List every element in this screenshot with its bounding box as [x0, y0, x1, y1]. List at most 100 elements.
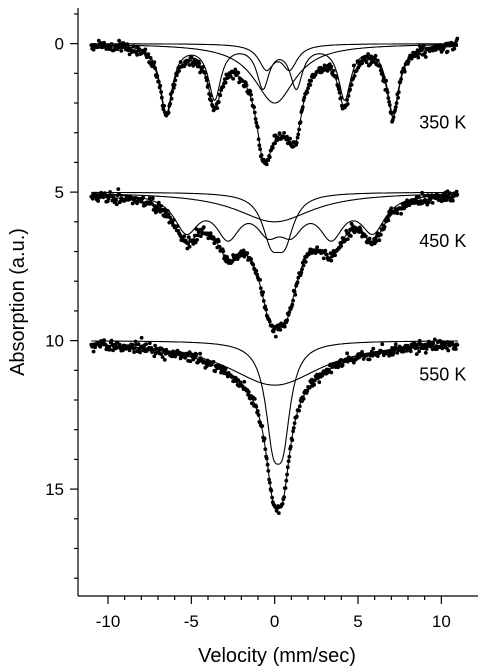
- data-point: [331, 68, 336, 73]
- data-point: [334, 76, 339, 80]
- data-point: [337, 90, 342, 95]
- data-point: [294, 414, 299, 419]
- data-point: [278, 328, 283, 332]
- data-point: [201, 65, 206, 69]
- data-point: [242, 379, 247, 384]
- data-point: [295, 280, 300, 284]
- data-point: [360, 61, 364, 66]
- data-point: [198, 351, 203, 356]
- data-point: [216, 239, 221, 244]
- data-point: [256, 137, 261, 142]
- data-point: [194, 352, 199, 357]
- data-point: [455, 192, 460, 197]
- total-fit-line: [91, 344, 458, 510]
- temperature-label: 450 K: [419, 231, 466, 251]
- data-point: [252, 397, 257, 401]
- data-point: [378, 68, 383, 73]
- data-point: [263, 447, 268, 451]
- data-point: [166, 212, 171, 217]
- data-point: [349, 82, 354, 87]
- data-point: [116, 187, 121, 192]
- data-point: [270, 495, 274, 500]
- data-point: [381, 353, 386, 358]
- data-point: [153, 343, 158, 348]
- data-point: [455, 36, 460, 41]
- data-point: [175, 224, 180, 228]
- data-point: [454, 189, 459, 194]
- data-point: [283, 486, 288, 490]
- temperature-label: 350 K: [419, 112, 466, 132]
- data-point: [345, 237, 350, 242]
- data-point: [435, 193, 440, 198]
- data-point: [329, 64, 334, 69]
- data-point: [414, 352, 419, 356]
- data-point: [345, 351, 349, 356]
- data-point: [171, 86, 176, 90]
- data-point: [158, 83, 163, 88]
- data-point: [432, 337, 437, 342]
- data-point: [417, 349, 421, 354]
- data-point: [306, 86, 310, 91]
- data-point: [159, 95, 164, 100]
- data-point: [340, 363, 345, 368]
- data-point: [242, 254, 247, 259]
- data-point: [109, 42, 114, 46]
- data-point: [285, 134, 289, 139]
- data-point: [348, 87, 352, 92]
- data-point: [139, 200, 144, 204]
- data-point: [117, 38, 121, 43]
- data-point: [223, 80, 228, 85]
- data-point: [251, 262, 256, 267]
- data-point: [297, 408, 301, 413]
- data-point: [406, 59, 411, 64]
- data-point: [282, 495, 286, 500]
- data-point: [291, 426, 296, 430]
- data-point: [446, 348, 451, 353]
- data-point: [391, 115, 396, 119]
- data-point: [264, 307, 268, 312]
- component-line: [91, 43, 458, 72]
- total-fit-line: [91, 195, 459, 329]
- x-tick-label: 5: [353, 612, 362, 631]
- data-point: [267, 155, 272, 160]
- data-point: [305, 389, 310, 393]
- data-point: [114, 202, 119, 207]
- data-point: [317, 380, 322, 385]
- data-point: [374, 239, 379, 244]
- data-point: [165, 209, 170, 213]
- data-point: [285, 472, 289, 477]
- data-point: [253, 117, 258, 121]
- data-point: [146, 52, 151, 56]
- data-point: [182, 234, 187, 239]
- data-point: [385, 215, 390, 220]
- data-point: [417, 52, 421, 56]
- data-point: [102, 40, 106, 45]
- data-point: [266, 469, 271, 473]
- data-point: [294, 140, 299, 145]
- data-point: [323, 248, 328, 253]
- data-point: [186, 59, 191, 63]
- y-axis-label: Absorption (a.u.): [7, 228, 29, 376]
- data-point: [399, 345, 403, 350]
- data-point: [221, 84, 226, 89]
- data-point: [385, 90, 390, 95]
- data-point: [380, 72, 385, 77]
- data-point: [430, 201, 435, 205]
- data-point: [389, 111, 394, 116]
- data-point: [288, 444, 293, 449]
- data-point: [393, 105, 398, 109]
- x-tick-label: -5: [184, 612, 199, 631]
- data-point: [367, 357, 372, 362]
- data-point: [187, 63, 192, 67]
- data-point: [285, 465, 290, 470]
- data-point: [135, 53, 140, 57]
- data-point: [297, 404, 302, 409]
- series-layer: 350 K 450 K 550 K: [89, 36, 466, 515]
- data-point: [293, 292, 298, 297]
- data-point: [286, 459, 291, 464]
- data-point: [254, 120, 259, 125]
- data-point: [223, 366, 228, 371]
- x-tick-label: 0: [270, 612, 279, 631]
- data-point: [450, 198, 455, 203]
- data-point: [108, 347, 112, 352]
